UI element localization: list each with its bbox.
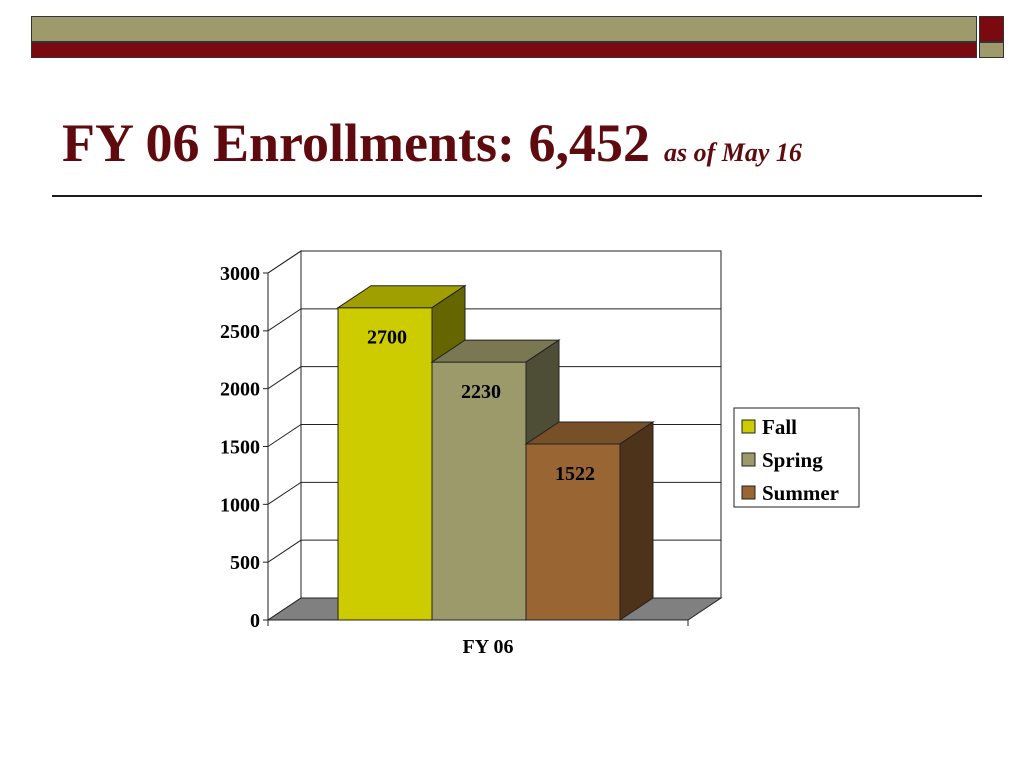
chart-labels: 2700 2230 1522 [367,327,595,485]
legend-label: Fall [762,415,797,439]
gridline [267,366,721,390]
gridline [267,308,721,332]
y-tick-label: 2000 [220,379,260,401]
bar-front-spring [431,361,527,621]
corner-square-olive [979,42,1004,58]
y-tick-label: 500 [230,552,260,574]
y-tick-label: 1500 [220,437,260,459]
legend-swatch [741,452,756,467]
title-main-text: FY 06 Enrollments: 6,452 [62,113,650,173]
bar-front-fall [337,307,433,621]
legend-swatch [741,419,756,434]
data-label: 2230 [461,381,501,403]
y-tick-label: 2500 [220,321,260,343]
legend-label: Spring [762,448,823,472]
y-tick-label: 0 [250,610,260,632]
legend-swatch [741,485,756,500]
corner-square-maroon [979,16,1004,42]
title-note-text: as of May 16 [664,138,802,167]
x-tick-label: FY 06 [463,636,514,658]
bar-side-summer [619,421,654,621]
data-label: 1522 [555,463,595,485]
y-tick-label: 1000 [220,494,260,516]
data-label: 2700 [367,327,407,349]
gridline [267,250,721,274]
legend-label: Summer [762,481,839,505]
y-tick-label: 3000 [220,263,260,285]
title-underline [52,195,982,197]
chart-legend: Fall Spring Summer [733,407,860,508]
header-band-olive [31,16,977,42]
bar-front-summer [525,443,621,621]
slide-title: FY 06 Enrollments: 6,452 as of May 16 [62,112,802,174]
header-band-maroon [31,42,977,58]
chart-bars [336,284,655,621]
